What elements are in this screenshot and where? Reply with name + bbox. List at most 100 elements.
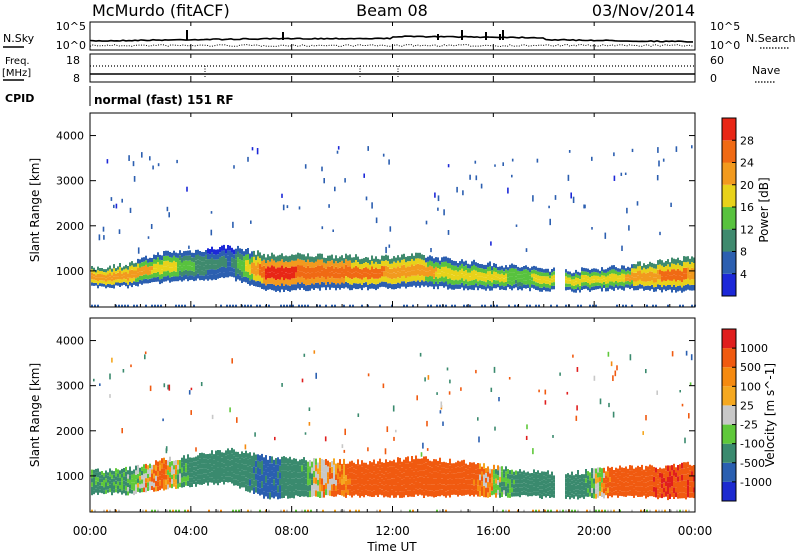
heatmap-cell bbox=[371, 277, 373, 284]
heatmap-cell bbox=[168, 212, 170, 218]
heatmap-cell bbox=[635, 264, 637, 269]
heatmap-cell bbox=[607, 509, 609, 512]
heatmap-cell bbox=[479, 284, 481, 289]
heatmap-cell bbox=[233, 268, 235, 273]
heatmap-cell bbox=[341, 485, 343, 491]
heatmap-cell bbox=[577, 470, 579, 475]
heatmap-cell bbox=[605, 287, 607, 292]
heatmap-cell bbox=[649, 509, 651, 512]
heatmap-cell bbox=[119, 481, 121, 485]
heatmap-cell bbox=[333, 283, 335, 288]
heatmap-cell bbox=[681, 480, 683, 487]
heatmap-cell bbox=[385, 271, 387, 277]
heatmap-cell bbox=[349, 489, 351, 496]
heatmap-cell bbox=[175, 304, 177, 307]
heatmap-cell bbox=[309, 484, 311, 491]
heatmap-cell bbox=[507, 473, 509, 479]
heatmap-cell bbox=[641, 269, 643, 274]
heatmap-cell bbox=[253, 466, 255, 474]
heatmap-cell bbox=[431, 461, 433, 468]
heatmap-cell bbox=[167, 270, 169, 276]
heatmap-cell bbox=[391, 478, 393, 484]
heatmap-cell bbox=[163, 251, 165, 257]
heatmap-cell bbox=[387, 277, 389, 284]
heatmap-cell bbox=[659, 482, 661, 488]
heatmap-cell bbox=[599, 398, 602, 405]
heatmap-cell bbox=[250, 220, 252, 224]
heatmap-cell bbox=[303, 483, 305, 491]
heatmap-cell bbox=[693, 279, 695, 285]
heatmap-cell bbox=[551, 286, 553, 290]
heatmap-cell bbox=[465, 260, 467, 266]
heatmap-cell bbox=[447, 484, 449, 491]
heatmap-cell bbox=[501, 273, 503, 278]
heatmap-cell bbox=[169, 467, 171, 473]
heatmap-cell bbox=[565, 509, 567, 512]
heatmap-cell bbox=[445, 266, 447, 272]
heatmap-cell bbox=[119, 267, 121, 271]
heatmap-cell bbox=[233, 254, 235, 259]
heatmap-cell bbox=[243, 476, 245, 482]
heatmap-cell bbox=[147, 473, 149, 479]
heatmap-cell bbox=[427, 261, 429, 267]
heatmap-cell bbox=[541, 280, 543, 284]
heatmap-cell bbox=[511, 483, 513, 488]
heatmap-cell bbox=[353, 473, 355, 480]
heatmap-cell bbox=[475, 464, 477, 470]
heatmap-cell bbox=[487, 267, 489, 272]
heatmap-cell bbox=[351, 262, 353, 269]
heatmap-cell bbox=[107, 482, 109, 486]
heatmap-cell bbox=[208, 509, 210, 512]
heatmap-cell bbox=[491, 266, 493, 271]
heatmap-cell bbox=[307, 304, 309, 307]
heatmap-cell bbox=[629, 271, 631, 275]
heatmap-cell bbox=[107, 267, 109, 271]
heatmap-cell bbox=[487, 476, 489, 482]
heatmap-cell bbox=[547, 287, 549, 292]
heatmap-cell bbox=[122, 369, 125, 373]
heatmap-cell bbox=[581, 282, 583, 287]
heatmap-cell bbox=[119, 470, 121, 474]
heatmap-cell bbox=[621, 486, 623, 492]
heatmap-cell bbox=[229, 476, 231, 483]
heatmap-cell bbox=[655, 277, 657, 283]
heatmap-cell bbox=[159, 264, 161, 270]
heatmap-cell bbox=[425, 271, 427, 277]
heatmap-cell bbox=[667, 274, 669, 280]
heatmap-cell bbox=[215, 249, 217, 255]
heatmap-cell bbox=[413, 478, 415, 485]
heatmap-cell bbox=[552, 435, 554, 438]
heatmap-cell bbox=[391, 489, 393, 496]
heatmap-cell bbox=[642, 431, 644, 435]
heatmap-cell bbox=[591, 268, 593, 273]
heatmap-cell bbox=[553, 475, 555, 480]
heatmap-cell bbox=[379, 268, 381, 274]
heatmap-cell bbox=[327, 260, 329, 267]
heatmap-cell bbox=[490, 304, 492, 307]
heatmap-cell bbox=[645, 493, 647, 499]
heatmap-cell bbox=[159, 485, 161, 491]
heatmap-cell bbox=[111, 278, 113, 282]
heatmap-cell bbox=[583, 478, 585, 483]
heatmap-cell bbox=[359, 481, 361, 487]
heatmap-cell bbox=[603, 284, 605, 288]
heatmap-cell bbox=[91, 266, 93, 270]
heatmap-cell bbox=[619, 480, 621, 486]
heatmap-cell bbox=[529, 492, 531, 497]
heatmap-cell bbox=[315, 372, 317, 379]
heatmap-cell bbox=[309, 478, 311, 485]
heatmap-cell bbox=[399, 491, 401, 498]
heatmap-cell bbox=[303, 284, 305, 290]
heatmap-cell bbox=[673, 487, 675, 494]
heatmap-cell bbox=[433, 459, 435, 466]
heatmap-cell bbox=[657, 284, 659, 290]
heatmap-cell bbox=[99, 268, 101, 271]
heatmap-cell bbox=[389, 278, 391, 284]
heatmap-cell bbox=[257, 274, 259, 281]
heatmap-cell bbox=[231, 471, 233, 478]
heatmap-cell bbox=[653, 273, 655, 278]
heatmap-cell bbox=[585, 275, 587, 279]
heatmap-cell bbox=[655, 487, 657, 493]
heatmap-cell bbox=[345, 492, 347, 498]
heatmap-cell bbox=[621, 277, 623, 282]
